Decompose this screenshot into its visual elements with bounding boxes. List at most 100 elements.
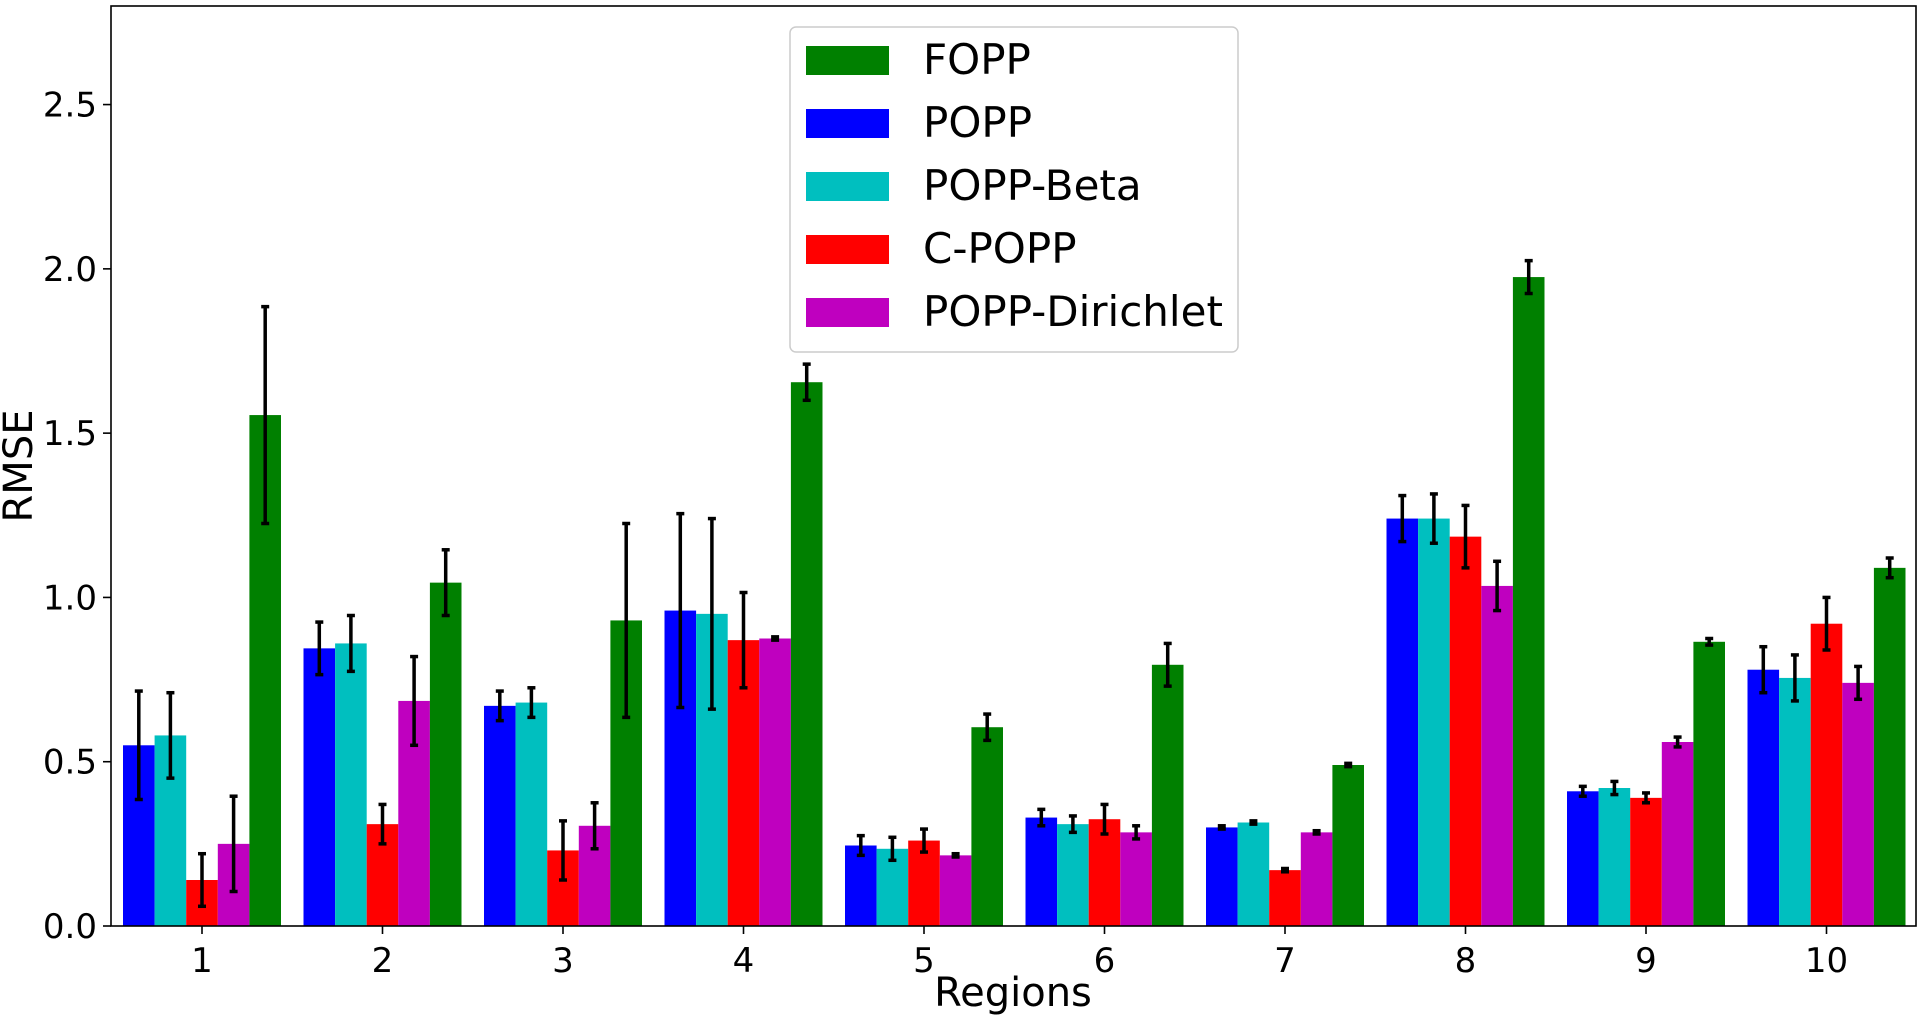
errorbar-fopp-region-4: [802, 362, 811, 403]
errorbar-popp-beta-region-2: [346, 613, 355, 674]
legend-frame: [789, 26, 1239, 353]
y-axis-label: RMSE: [0, 410, 42, 523]
x-tick-label: 7: [1274, 941, 1296, 981]
bar-popp-region-7: [1206, 827, 1238, 926]
legend-item-c-popp: C-POPP: [806, 224, 1077, 273]
legend-swatch: [806, 298, 889, 327]
errorbar-fopp-region-6: [1163, 641, 1172, 688]
bar-popp-beta-region-3: [515, 702, 548, 926]
legend-swatch: [806, 235, 889, 264]
legend-item-popp: POPP: [806, 98, 1032, 147]
bar-popp-dirichlet-region-4: [759, 638, 791, 926]
errorbar-popp-region-3: [495, 689, 504, 723]
errorbar-popp-dirichlet-region-6: [1132, 824, 1141, 841]
errorbar-popp-dirichlet-region-4: [771, 635, 780, 642]
y-axis: 0.0 0.5 1.0 1.5 2.0 2.5: [43, 86, 111, 947]
errorbar-popp-dirichlet-region-9: [1673, 735, 1682, 749]
errorbar-popp-region-10: [1759, 644, 1768, 695]
errorbar-popp-region-1: [134, 689, 143, 802]
errorbar-fopp-region-10: [1885, 556, 1894, 580]
x-axis-label: Regions: [934, 970, 1092, 1016]
errorbar-fopp-region-7: [1344, 761, 1353, 769]
y-tick-label: 1.0: [43, 578, 97, 618]
bar-popp-beta-region-8: [1418, 518, 1450, 926]
errorbar-popp-dirichlet-region-2: [410, 654, 419, 748]
bar-popp-region-10: [1747, 669, 1780, 926]
bar-popp-beta-region-7: [1237, 822, 1270, 926]
errorbar-popp-beta-region-8: [1429, 492, 1438, 545]
legend-label: POPP-Beta: [923, 161, 1142, 210]
errorbar-c-popp-region-9: [1642, 791, 1650, 805]
bar-fopp-region-2: [429, 582, 462, 926]
x-tick-label: 8: [1455, 941, 1477, 981]
errorbar-popp-region-5: [856, 833, 865, 858]
bar-popp-dirichlet-region-5: [939, 855, 972, 926]
x-tick-label: 9: [1635, 941, 1657, 981]
y-tick-label: 1.5: [43, 414, 97, 454]
errorbar-popp-region-7: [1217, 824, 1226, 831]
x-tick-label: 10: [1805, 941, 1848, 981]
bar-c-popp-region-9: [1630, 797, 1662, 926]
bar-c-popp-region-8: [1449, 536, 1482, 926]
errorbar-c-popp-region-6: [1100, 802, 1109, 836]
errorbar-popp-dirichlet-region-8: [1493, 559, 1502, 613]
legend-label: C-POPP: [923, 224, 1077, 273]
errorbar-fopp-region-9: [1705, 636, 1714, 647]
bar-fopp-region-10: [1873, 567, 1906, 926]
bar-fopp-region-5: [971, 727, 1003, 926]
errorbar-fopp-region-2: [441, 548, 450, 618]
x-tick-label: 5: [913, 941, 935, 981]
bar-c-popp-region-5: [908, 840, 940, 926]
bar-popp-beta-region-2: [335, 643, 367, 926]
bar-popp-beta-region-9: [1598, 788, 1631, 926]
x-axis: 1 2 3 4 5 6 7 8 9 10: [191, 926, 1848, 981]
plot-frame: [110, 5, 1917, 927]
x-tick-label: 6: [1094, 941, 1116, 981]
errorbar-popp-region-6: [1037, 807, 1046, 828]
errorbar-popp-beta-region-6: [1068, 814, 1077, 835]
errorbar-popp-dirichlet-region-10: [1854, 664, 1863, 702]
bar-popp-region-6: [1025, 817, 1058, 926]
errorbar-popp-dirichlet-region-3: [590, 801, 599, 851]
legend-item-popp-beta: POPP-Beta: [806, 161, 1142, 210]
errorbar-popp-beta-region-5: [888, 835, 897, 863]
legend-label: POPP-Dirichlet: [923, 287, 1223, 336]
bar-c-popp-region-7: [1269, 870, 1301, 926]
errorbar-c-popp-region-3: [559, 819, 567, 882]
bar-fopp-region-9: [1693, 641, 1725, 926]
bar-c-popp-region-6: [1088, 819, 1121, 926]
bar-popp-beta-region-10: [1779, 677, 1811, 926]
bar-fopp-region-4: [790, 382, 823, 927]
errorbar-popp-beta-region-9: [1610, 779, 1619, 797]
bar-popp-region-9: [1567, 791, 1599, 926]
errorbar-c-popp-region-4: [739, 590, 748, 690]
bar-popp-region-5: [845, 845, 877, 926]
errorbar-popp-beta-region-1: [166, 690, 175, 780]
bar-fopp-region-7: [1332, 765, 1364, 926]
bar-popp-region-2: [303, 648, 336, 926]
errorbar-c-popp-region-7: [1281, 866, 1289, 874]
bar-popp-dirichlet-region-7: [1300, 832, 1333, 926]
errorbar-fopp-region-8: [1524, 258, 1533, 296]
y-tick-label: 2.5: [43, 86, 97, 126]
errorbar-popp-beta-region-3: [527, 686, 536, 720]
legend: FOPP POPP POPP-Beta C-POPP POPP-Dirichlet: [789, 26, 1239, 353]
errorbar-popp-region-2: [315, 620, 324, 677]
errorbar-popp-beta-region-4: [707, 516, 716, 711]
errorbar-fopp-region-5: [983, 712, 992, 743]
bar-popp-dirichlet-region-8: [1481, 585, 1513, 926]
bar-popp-region-3: [484, 705, 516, 926]
bar-popp-dirichlet-region-6: [1120, 832, 1152, 926]
bar-c-popp-region-10: [1810, 623, 1843, 926]
errorbar-fopp-region-3: [622, 521, 631, 720]
bar-popp-beta-region-6: [1057, 824, 1089, 926]
errorbar-popp-region-4: [676, 511, 685, 710]
errorbar-c-popp-region-8: [1461, 503, 1470, 570]
y-tick-label: 0.0: [43, 907, 97, 947]
errorbar-popp-beta-region-7: [1249, 819, 1258, 826]
errorbar-popp-dirichlet-region-5: [951, 851, 960, 859]
errorbar-c-popp-region-10: [1822, 595, 1831, 652]
legend-item-fopp: FOPP: [806, 35, 1031, 84]
errorbar-c-popp-region-1: [198, 851, 206, 909]
